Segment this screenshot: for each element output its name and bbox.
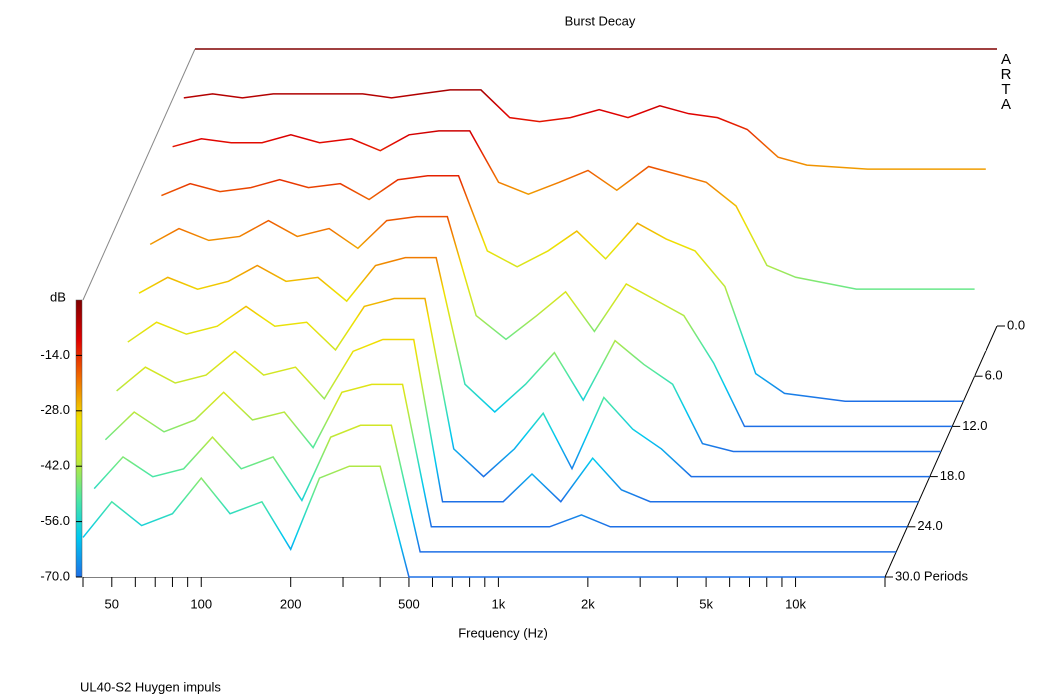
x-tick-label: 100	[190, 596, 212, 611]
slice-line	[183, 89, 986, 170]
x-axis-label: Frequency (Hz)	[458, 625, 548, 640]
x-tick-label: 5k	[699, 596, 713, 611]
depth-edge	[82, 48, 196, 301]
slice-line	[104, 383, 908, 528]
colorbar	[75, 299, 83, 578]
slice-fill	[94, 425, 897, 552]
slice-line	[82, 465, 885, 578]
watermark: ARTA	[1000, 51, 1012, 113]
z-tick-label: 18.0	[940, 468, 965, 483]
x-tick-label: 2k	[581, 596, 595, 611]
slice-line	[161, 174, 964, 403]
z-tick-label: 6.0	[985, 368, 1003, 383]
x-tick-label: 200	[280, 596, 302, 611]
slice-line	[138, 256, 941, 453]
z-tick-label: 24.0	[917, 518, 942, 533]
z-tick-label: 12.0	[962, 418, 987, 433]
y-tick-label: -42.0	[40, 458, 70, 473]
z-tick-label: 0.0	[1007, 317, 1025, 332]
slice-line	[172, 130, 975, 290]
y-axis-label: dB	[50, 289, 66, 304]
y-tick-label: -14.0	[40, 347, 70, 362]
slice-line	[116, 338, 919, 503]
x-tick-label: 50	[105, 596, 119, 611]
y-tick-label: -70.0	[40, 568, 70, 583]
slice-line	[93, 424, 897, 553]
y-tick-label: -28.0	[40, 402, 70, 417]
slice-line	[127, 297, 930, 478]
slice-fill	[83, 466, 885, 577]
footer: UL40-S2 Huygen impuls	[80, 679, 221, 694]
x-tick-label: 500	[398, 596, 420, 611]
x-tick-label: 1k	[492, 596, 506, 611]
x-tick-label: 10k	[785, 596, 806, 611]
y-tick-label: -56.0	[40, 513, 70, 528]
slice-line	[149, 215, 953, 428]
chart-title: Burst Decay	[565, 13, 636, 28]
z-tick-label: 30.0 Periods	[895, 568, 968, 583]
